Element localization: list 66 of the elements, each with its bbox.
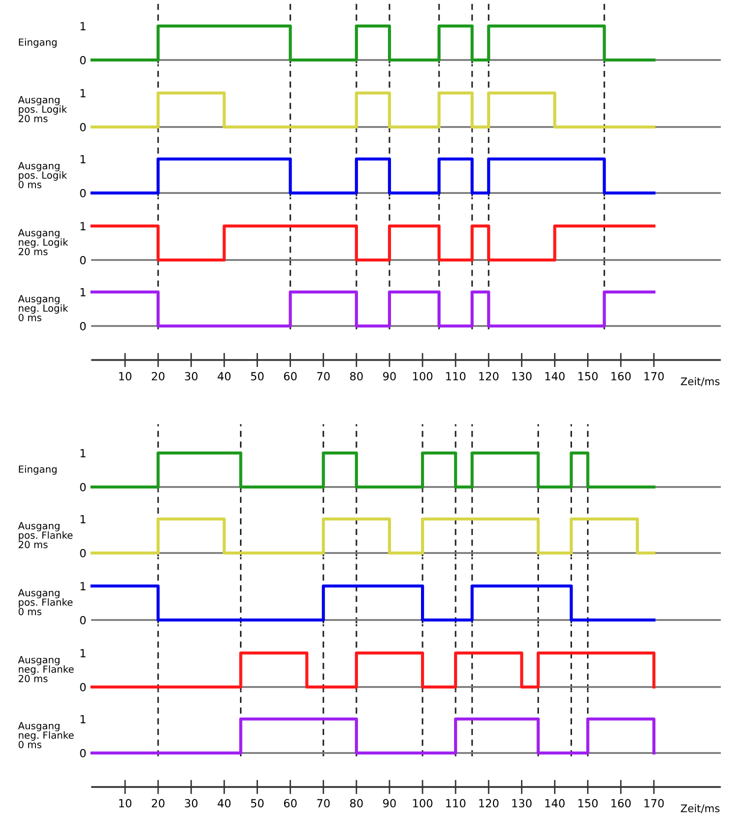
y-axis-title: Eingang [18, 38, 57, 48]
x-tick-label: 150 [578, 799, 598, 808]
x-axis-title: Zeit/ms [680, 377, 720, 386]
y-tick-label: 0 [80, 56, 86, 64]
y-tick-label: 0 [80, 748, 86, 758]
x-tick-label: 160 [611, 372, 631, 380]
x-tick-label: 160 [611, 799, 631, 808]
x-tick-label: 100 [413, 799, 432, 808]
x-tick-label: 170 [644, 799, 664, 808]
y-tick-label: 0 [80, 548, 86, 558]
x-tick-label: 50 [251, 799, 264, 808]
x-tick-label: 40 [218, 372, 231, 380]
x-tick-label: 20 [152, 799, 164, 808]
x-tick-label: 100 [413, 372, 432, 380]
y-tick-label: 1 [80, 89, 86, 98]
x-tick-label: 170 [644, 372, 664, 380]
y-axis-title: Ausgang neg. Flanke 20 ms [18, 656, 74, 682]
y-axis-title: Ausgang neg. Logik 20 ms [18, 229, 68, 256]
x-tick-label: 130 [512, 799, 532, 808]
y-tick-label: 1 [80, 288, 86, 296]
y-tick-label: 0 [80, 322, 86, 330]
y-axis-title: Ausgang neg. Flanke 0 ms [18, 722, 74, 748]
x-tick-label: 140 [545, 372, 565, 380]
y-axis-title: Ausgang pos. Logik 20 ms [18, 96, 68, 122]
x-tick-label: 140 [545, 799, 565, 808]
y-axis-title: Ausgang pos. Flanke 0 ms [18, 589, 73, 616]
x-tick-label: 90 [383, 799, 396, 808]
x-tick-label: 10 [119, 799, 132, 808]
x-tick-label: 120 [479, 799, 498, 808]
x-tick-label: 20 [152, 372, 164, 380]
x-tick-label: 130 [512, 372, 532, 380]
x-tick-label: 110 [446, 372, 466, 380]
y-tick-label: 1 [80, 222, 86, 230]
x-tick-label: 70 [317, 799, 330, 808]
x-tick-label: 90 [383, 372, 396, 380]
y-tick-label: 0 [80, 482, 86, 492]
y-tick-label: 1 [80, 649, 86, 658]
x-tick-label: 80 [350, 372, 363, 380]
x-axis-title: Zeit/ms [680, 804, 720, 814]
x-tick-label: 50 [251, 372, 264, 380]
y-tick-label: 0 [80, 122, 86, 132]
y-tick-label: 0 [80, 256, 86, 264]
y-tick-label: 0 [80, 188, 86, 198]
y-tick-label: 1 [80, 715, 86, 724]
y-tick-label: 1 [80, 582, 86, 590]
x-tick-label: 120 [479, 372, 498, 380]
x-tick-label: 70 [317, 372, 330, 380]
x-tick-label: 80 [350, 799, 363, 808]
y-tick-label: 0 [80, 682, 86, 692]
y-tick-label: 1 [80, 449, 86, 458]
x-tick-label: 60 [284, 372, 297, 380]
y-axis-title: Ausgang neg. Logik 0 ms [18, 295, 68, 322]
y-tick-label: 0 [80, 616, 86, 624]
x-tick-label: 30 [184, 799, 198, 808]
y-tick-label: 1 [80, 515, 86, 524]
x-tick-label: 30 [184, 372, 198, 380]
y-tick-label: 1 [80, 22, 86, 30]
x-tick-label: 150 [578, 372, 598, 380]
y-axis-title: Ausgang pos. Flanke 20 ms [18, 522, 73, 548]
x-tick-label: 60 [284, 799, 297, 808]
x-tick-label: 110 [446, 799, 466, 808]
y-axis-title: Eingang [18, 465, 57, 475]
x-tick-label: 40 [218, 799, 231, 808]
x-tick-label: 10 [119, 372, 132, 380]
y-axis-title: Ausgang pos. Logik 0 ms [18, 162, 68, 188]
y-tick-label: 1 [80, 155, 86, 164]
